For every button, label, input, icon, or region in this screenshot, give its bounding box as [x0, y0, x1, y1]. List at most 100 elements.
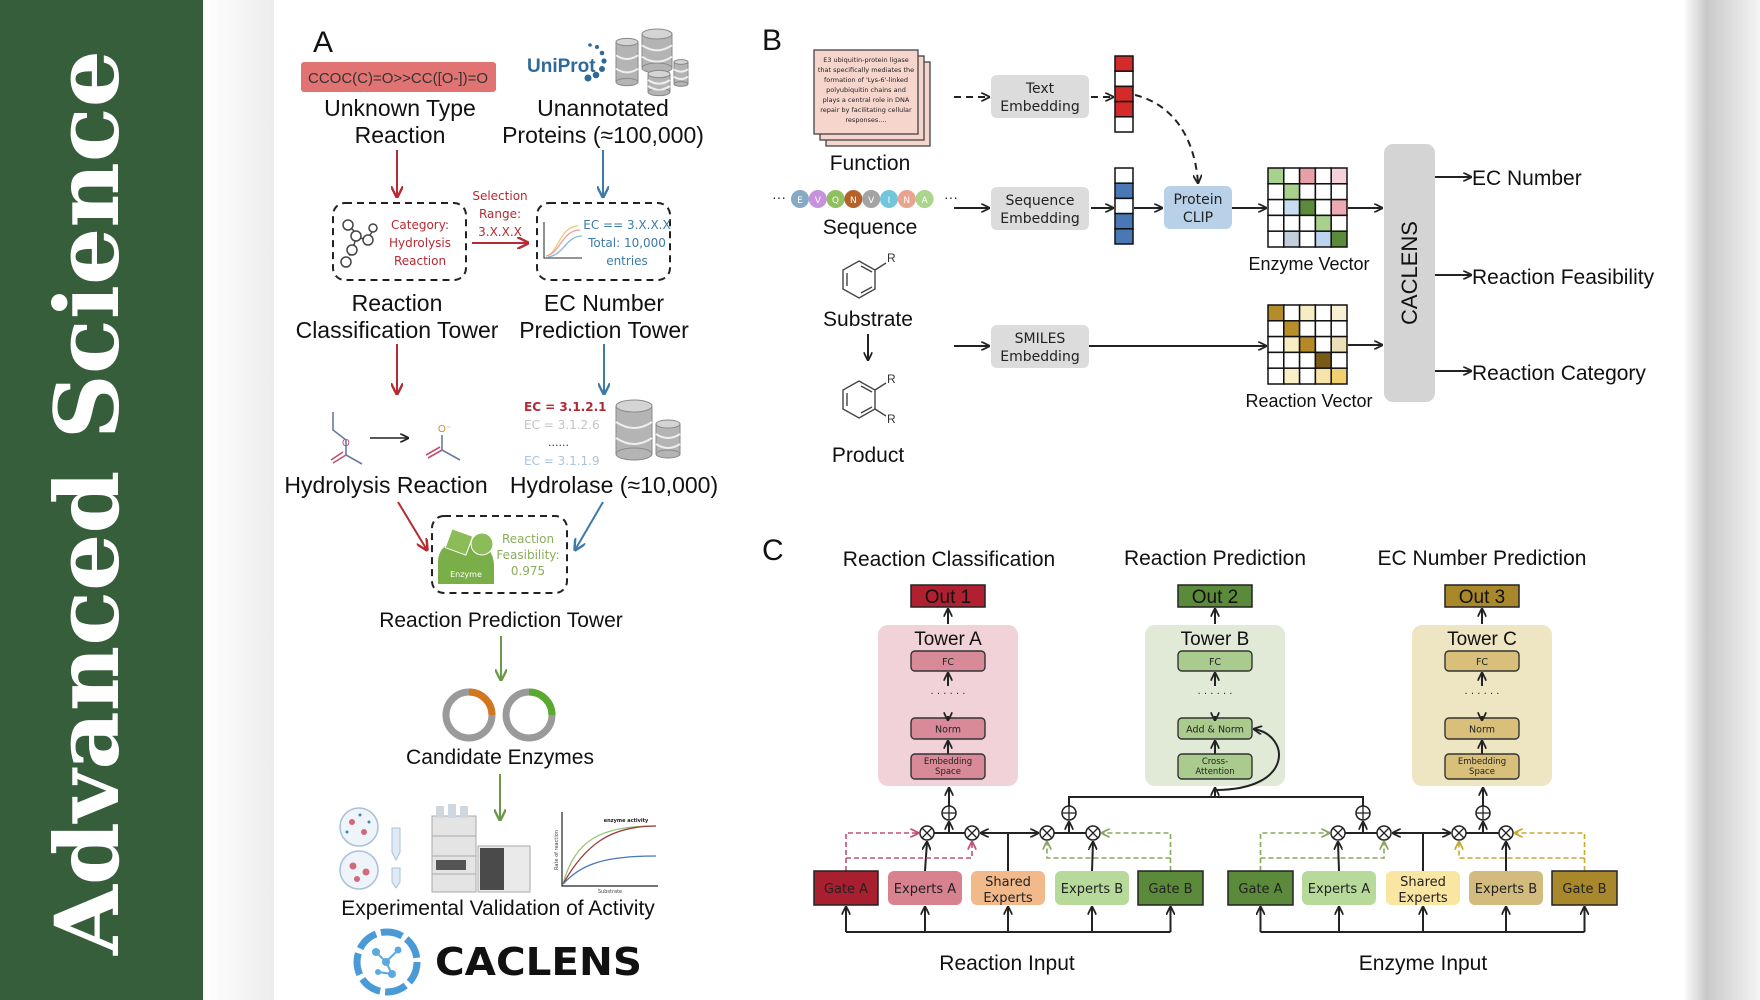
smiles-embedding-line1: SMILES — [1015, 331, 1066, 347]
layer-label: Add & Norm — [1186, 725, 1244, 736]
layer-label: Embedding — [1458, 757, 1506, 767]
grid-cell — [1330, 230, 1348, 248]
residue-letter: V — [868, 196, 875, 206]
tower-c-title: EC Number Prediction — [1378, 547, 1587, 570]
grid-cell — [1330, 198, 1348, 217]
gate-a-dashed-arrow — [845, 833, 918, 871]
database-cylinder — [673, 59, 689, 87]
sequence-ellipsis-left: ··· — [772, 189, 786, 205]
database-cylinder — [615, 399, 653, 461]
vector-cell — [1114, 100, 1134, 118]
gate-box — [1137, 870, 1204, 906]
tower-b: Out 2 Tower B FC Add & Norm Cross-Attention ·… — [1145, 584, 1285, 786]
expert-arrow — [1338, 842, 1339, 872]
tower-b-title: Reaction Prediction — [1124, 547, 1306, 570]
gate-b-dashed-arrow — [1102, 833, 1172, 871]
plot-xlabel: Substrate — [598, 889, 622, 895]
multiply-node-icon — [1085, 825, 1101, 841]
function-text-line: E3 ubiquitin-protein ligase — [823, 56, 909, 64]
feasibility-score: 0.975 — [511, 564, 545, 578]
substrate-r-group: R — [887, 251, 896, 265]
sum-node-icon — [1475, 805, 1491, 821]
function-text-line: polyubiquitin chains and — [826, 86, 906, 94]
product-r-group-1: R — [887, 372, 896, 386]
text-embedding-line2: Embedding — [1000, 99, 1079, 115]
layer-label: FC — [1476, 657, 1488, 668]
grid-cell — [1283, 367, 1301, 385]
unknown-reaction-line1: Unknown Type — [324, 95, 476, 121]
substrate-label: Substrate — [823, 308, 913, 331]
sequence-embedding-box — [991, 187, 1089, 230]
database-cylinder — [655, 419, 681, 459]
multiply-node-icon — [1330, 825, 1346, 841]
ec-list-item-2: EC = 3.1.2.6 — [524, 418, 600, 432]
residue-letter: V — [815, 196, 822, 206]
experts-box — [1302, 871, 1376, 905]
sum-node-icon — [1061, 805, 1077, 821]
grid-cell — [1283, 167, 1301, 185]
grid-cell — [1314, 167, 1332, 185]
gate-a-dashed-arrow — [846, 842, 972, 859]
enzyme-vector-label: Enzyme Vector — [1248, 254, 1369, 274]
vector-cell — [1114, 228, 1134, 245]
molecule-icon — [340, 219, 378, 268]
grid-cell — [1314, 214, 1332, 232]
caclens-model-label: CACLENS — [1397, 221, 1422, 325]
gate-a-dashed-arrow — [1259, 833, 1330, 871]
module-label: Gate B — [1148, 882, 1192, 897]
grid-cell — [1298, 367, 1317, 385]
output-reaction-category: Reaction Category — [1472, 362, 1646, 385]
multiply-node-icon — [1376, 825, 1392, 841]
grid-cell — [1283, 351, 1301, 369]
expert-arrow — [925, 842, 927, 872]
grid-cell — [1330, 351, 1348, 369]
layer-label: Norm — [935, 725, 961, 736]
smiles-text: CCOC(C)=O>>CC([O-])=O — [308, 70, 488, 87]
module-label: Experts — [983, 891, 1033, 906]
gate-box — [1227, 870, 1294, 906]
enzyme-input-label: Enzyme Input — [1359, 952, 1488, 975]
vector-cell — [1114, 167, 1134, 184]
residual-arrow — [1214, 729, 1280, 791]
residue-letter: A — [922, 196, 929, 206]
residue-bead — [915, 190, 934, 208]
grid-cell — [1267, 335, 1285, 354]
feasibility-line1: Reaction — [502, 532, 554, 546]
module-label: Shared — [985, 875, 1031, 890]
text-embedding-box — [991, 75, 1089, 118]
text-vector — [1114, 55, 1134, 133]
residue-letter: E — [797, 196, 803, 206]
grid-cell — [1283, 320, 1301, 338]
grid-cell — [1267, 167, 1285, 185]
ec-dashed-box — [536, 202, 671, 281]
function-document-stack: E3 ubiquitin-protein ligase that specific… — [813, 49, 931, 147]
grid-cell — [1298, 320, 1317, 338]
grid-cell — [1267, 304, 1285, 322]
product-r-group-2: R — [887, 412, 896, 426]
gate-box — [813, 870, 879, 906]
grid-cell — [1267, 230, 1285, 248]
left-shadow — [203, 0, 274, 1000]
microscope-sample-icon — [339, 807, 401, 890]
grid-cell — [1330, 183, 1348, 201]
layer-box — [1177, 650, 1253, 672]
experts-box — [1386, 871, 1460, 905]
classification-tower-line2: Classification Tower — [296, 317, 499, 343]
banner-background — [0, 0, 203, 1000]
ec-line1: EC == 3.X.X.X — [583, 218, 670, 232]
curve-chart-icon — [543, 222, 583, 259]
grid-cell — [1298, 230, 1317, 248]
residue-bead — [880, 190, 898, 208]
residue-bead — [862, 190, 881, 208]
multiply-node-icon — [1498, 825, 1514, 841]
hplc-instrument-icon — [431, 804, 531, 893]
sequence-embedding-line1: Sequence — [1005, 193, 1074, 209]
caclens-logo-text: CACLENS — [435, 940, 642, 984]
output-box — [1444, 584, 1520, 608]
smiles-box — [301, 62, 496, 92]
grid-cell — [1283, 304, 1301, 322]
grid-cell — [1330, 367, 1348, 385]
vector-cell — [1114, 212, 1134, 230]
enzyme-icon — [438, 528, 494, 584]
arrow-diagonal-red — [397, 501, 427, 550]
